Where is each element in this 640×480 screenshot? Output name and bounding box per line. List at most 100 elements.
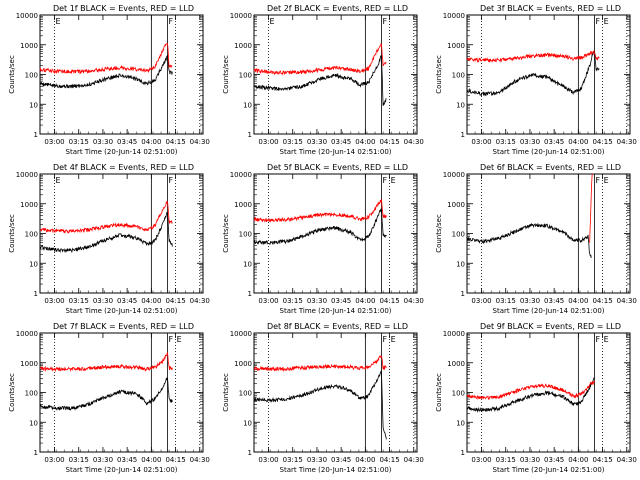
y-tick-label: 1 [248, 449, 252, 457]
flag-label-e: E [604, 335, 609, 344]
series-line-events [466, 50, 600, 97]
x-tick-label: 04:30 [190, 297, 210, 305]
y-tick-label: 10000 [443, 171, 465, 179]
y-tick-label: 1000 [447, 360, 465, 368]
plot-frame [39, 173, 204, 294]
y-tick-label: 1 [248, 131, 252, 139]
x-tick-label: 03:45 [331, 138, 351, 146]
x-tick-label: 03:30 [93, 297, 113, 305]
plot-frame [253, 173, 418, 294]
series-line-lld [39, 200, 173, 234]
y-tick-label: 10000 [16, 12, 38, 20]
x-axis-label: Start Time (20-Jun-14 02:51:00) [280, 148, 392, 156]
x-tick-label: 04:00 [141, 456, 161, 464]
series-line-events [39, 377, 173, 411]
x-tick-label: 03:15 [496, 138, 516, 146]
flag-label-f: F [382, 17, 387, 26]
flag-label-e: E [604, 176, 609, 185]
x-tick-label: 03:30 [520, 456, 540, 464]
y-axis-label: Counts/sec [222, 214, 230, 253]
y-tick-label: 100 [452, 231, 465, 239]
series-line-events [466, 222, 592, 259]
x-tick-label: 03:30 [307, 297, 327, 305]
x-tick-label: 04:30 [404, 297, 424, 305]
panel-title: Det 8f BLACK = Events, RED = LLD [267, 322, 408, 331]
x-tick-label: 04:00 [568, 138, 588, 146]
x-tick-label: 03:00 [44, 297, 64, 305]
x-axis-label: Start Time (20-Jun-14 02:51:00) [493, 148, 605, 156]
flag-label-f: F [168, 176, 173, 185]
series-line-lld [253, 198, 387, 223]
series-line-lld [466, 380, 595, 400]
y-tick-label: 1000 [447, 42, 465, 50]
panel-title: Det 7f BLACK = Events, RED = LLD [53, 322, 194, 331]
x-axis-label: Start Time (20-Jun-14 02:51:00) [66, 466, 178, 474]
x-tick-label: 03:15 [69, 297, 89, 305]
y-tick-label: 1 [34, 449, 38, 457]
y-axis-label: Counts/sec [435, 373, 443, 412]
x-tick-label: 03:45 [331, 456, 351, 464]
x-tick-label: 04:15 [379, 297, 399, 305]
x-tick-label: 04:15 [379, 456, 399, 464]
detector-panel-1: Det 1f BLACK = Events, RED = LLD 1 10 100 10… [8, 4, 210, 156]
y-tick-label: 1 [248, 290, 252, 298]
x-tick-label: 04:30 [190, 138, 210, 146]
x-axis-label: Start Time (20-Jun-14 02:51:00) [280, 307, 392, 315]
x-tick-label: 04:30 [404, 138, 424, 146]
x-tick-label: 04:30 [404, 456, 424, 464]
x-tick-label: 04:15 [165, 138, 185, 146]
series-line-lld [39, 351, 173, 373]
x-tick-label: 03:30 [307, 138, 327, 146]
x-tick-label: 04:15 [592, 138, 612, 146]
y-tick-label: 10000 [230, 12, 252, 20]
x-tick-label: 04:00 [568, 297, 588, 305]
flag-label-e: E [56, 17, 61, 26]
panel-title: Det 4f BLACK = Events, RED = LLD [53, 163, 194, 172]
y-tick-label: 100 [25, 390, 38, 398]
series-line-events [253, 55, 387, 107]
x-axis-label: Start Time (20-Jun-14 02:51:00) [280, 466, 392, 474]
x-tick-label: 04:00 [141, 138, 161, 146]
flag-label-e: E [56, 176, 61, 185]
detector-panel-9: Det 9f BLACK = Events, RED = LLD 1 10 100 10… [435, 322, 637, 474]
y-tick-label: 100 [239, 231, 252, 239]
panel-title: Det 3f BLACK = Events, RED = LLD [480, 4, 621, 13]
plot-frame [39, 14, 204, 135]
panel-title: Det 1f BLACK = Events, RED = LLD [53, 4, 194, 13]
flag-label-f: F [382, 335, 387, 344]
y-axis-label: Counts/sec [222, 373, 230, 412]
detector-panel-5: Det 5f BLACK = Events, RED = LLD 1 10 100 10… [222, 163, 424, 315]
x-tick-label: 03:45 [331, 297, 351, 305]
y-tick-label: 1000 [20, 42, 38, 50]
panel-title: Det 2f BLACK = Events, RED = LLD [267, 4, 408, 13]
panel-title: Det 6f BLACK = Events, RED = LLD [480, 163, 621, 172]
y-tick-label: 10 [29, 419, 38, 427]
series-line-lld [253, 42, 387, 76]
x-tick-label: 03:30 [93, 138, 113, 146]
x-tick-label: 03:45 [117, 138, 137, 146]
flag-label-f: F [382, 176, 387, 185]
y-tick-label: 1000 [447, 201, 465, 209]
x-tick-label: 03:00 [44, 138, 64, 146]
y-tick-label: 10000 [443, 12, 465, 20]
x-axis-label: Start Time (20-Jun-14 02:51:00) [66, 307, 178, 315]
y-tick-label: 10 [243, 101, 252, 109]
x-tick-label: 03:00 [44, 456, 64, 464]
series-line-lld [253, 354, 387, 373]
x-axis-label: Start Time (20-Jun-14 02:51:00) [493, 466, 605, 474]
y-tick-label: 10 [456, 101, 465, 109]
x-tick-label: 04:00 [355, 297, 375, 305]
y-tick-label: 10 [29, 260, 38, 268]
plot-frame [253, 332, 418, 453]
y-tick-label: 1000 [234, 360, 252, 368]
y-tick-label: 100 [25, 231, 38, 239]
x-tick-label: 04:30 [617, 138, 637, 146]
panel-title: Det 5f BLACK = Events, RED = LLD [267, 163, 408, 172]
x-tick-label: 04:30 [617, 297, 637, 305]
x-tick-label: 04:00 [568, 456, 588, 464]
panel-title: Det 9f BLACK = Events, RED = LLD [480, 322, 621, 331]
detector-panel-6: Det 6f BLACK = Events, RED = LLD 1 10 100 10… [435, 163, 637, 315]
x-tick-label: 03:15 [496, 456, 516, 464]
x-tick-label: 04:15 [165, 456, 185, 464]
